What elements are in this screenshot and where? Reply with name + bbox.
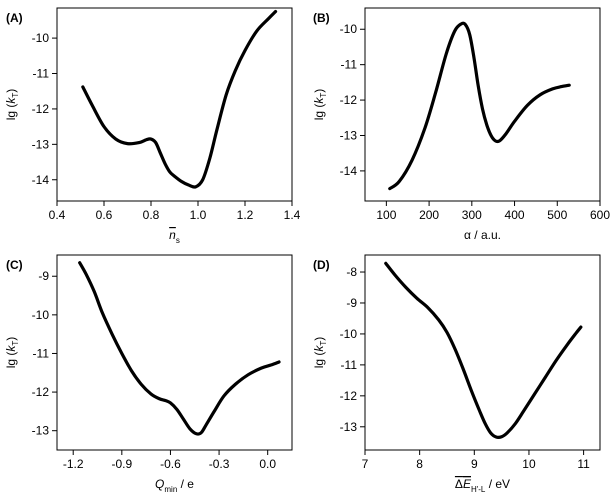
y-tick-label: -13 [340,420,358,434]
plot-frame [364,7,601,202]
x-tick-label: 500 [547,208,567,222]
x-tick-label: 9 [471,457,478,471]
y-tick-label: -12 [340,389,358,403]
y-tick-label: -9 [38,269,49,283]
panel-label: (A) [6,11,23,25]
y-tick-label: -10 [32,308,50,322]
x-tick-label: -1.2 [63,457,84,471]
y-tick-label: -10 [32,31,50,45]
plot-frame [56,254,293,451]
x-tick-label: 200 [419,208,439,222]
x-tick-label: 600 [590,208,610,222]
series-line [384,261,583,439]
x-tick-label: 0.8 [143,208,160,222]
panel-b: (B) 100 200 300 400 500 600 -14 -13 -12 -11 -10 lg (… [312,7,610,242]
plot-frame [364,254,601,451]
y-tick-label: -12 [340,93,358,107]
y-tick-label: -12 [32,385,50,399]
y-tick-label: -12 [32,102,50,116]
x-tick-label: 100 [376,208,396,222]
y-tick-label: -9 [346,296,357,310]
x-tick-label: 1.4 [284,208,301,222]
x-axis-label: α / a.u. [464,228,501,242]
x-axis-label: Qmin / e [155,477,194,494]
y-tick-label: -10 [340,22,358,36]
series-line [78,261,281,436]
x-tick-label: 300 [462,208,482,222]
panel-d: (D) 7 8 9 10 11 -13 -12 -11 -10 -9 -8 lg (kT) ΔEH'-L … [312,254,601,494]
x-tick-label: 8 [416,457,423,471]
series-line [81,9,278,189]
x-tick-label: 0.4 [49,208,66,222]
y-tick-label: -13 [32,137,50,151]
x-axis-label: ns [169,228,180,245]
y-tick-label: -11 [33,346,50,360]
x-tick-label: 11 [577,457,590,471]
y-axis-label: lg (kT) [312,337,328,369]
x-tick-label: 400 [505,208,525,222]
series-line [388,21,571,191]
y-tick-label: -11 [33,67,50,81]
panel-c: (C) -1.2 -0.9 -0.6 -0.3 0.0 -13 -12 -11 -10 -9 lg (… [4,254,293,494]
x-tick-label: 1.0 [190,208,207,222]
x-tick-label: 0.6 [96,208,113,222]
y-axis-label: lg (kT) [4,337,20,369]
panel-a: (A) 0.4 0.6 0.8 1.0 1.2 1.4 -14 -13 -12 -11 -10 lg (… [4,7,301,245]
y-tick-label: -11 [341,58,358,72]
y-tick-label: -10 [340,327,358,341]
x-tick-label: -0.3 [209,457,230,471]
y-tick-label: -11 [341,358,358,372]
x-tick-label: -0.6 [160,457,181,471]
panel-label: (D) [313,258,330,272]
plot-frame [56,7,293,202]
panel-label: (C) [6,258,23,272]
y-tick-label: -14 [340,164,358,178]
y-tick-label: -13 [32,424,50,438]
x-tick-label: 0.0 [259,457,276,471]
panel-label: (B) [313,11,330,25]
x-tick-label: 7 [362,457,369,471]
x-axis-label: ΔEH'-L / eV [455,477,510,494]
y-tick-label: -14 [32,173,50,187]
y-tick-label: -13 [340,128,358,142]
x-tick-label: 10 [522,457,536,471]
x-tick-label: 1.2 [237,208,254,222]
x-tick-label: -0.9 [111,457,132,471]
y-tick-label: -8 [346,265,357,279]
y-axis-label: lg (kT) [312,89,328,121]
y-axis-label: lg (kT) [4,89,20,121]
